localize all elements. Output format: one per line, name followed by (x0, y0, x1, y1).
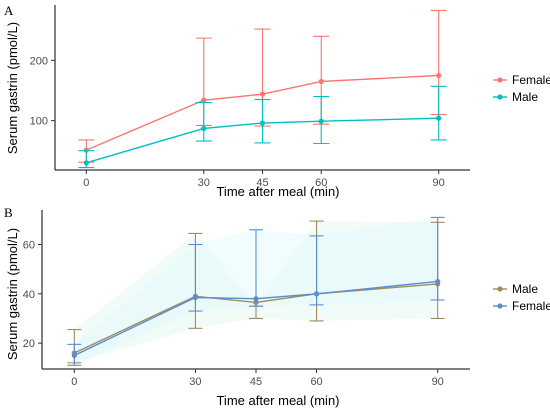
data-point-female (192, 294, 199, 301)
legend-label-female: Female (512, 299, 550, 313)
data-point-male (318, 118, 324, 124)
error-bar-male (195, 102, 212, 142)
data-point-female (201, 97, 207, 103)
error-bar-female (430, 216, 445, 301)
x-tick-label-b: 0 (71, 376, 77, 388)
x-tick-label-b: 30 (189, 376, 201, 388)
data-point-male (436, 115, 442, 121)
data-point-female (259, 91, 266, 97)
x-tick-label-a: 60 (315, 177, 327, 189)
legend-marker-female (497, 303, 503, 309)
data-point-female (71, 352, 77, 359)
legend-marker-male (497, 94, 503, 100)
plot-area-b: 0 30 45 60 90 20 40 60 (23, 210, 470, 388)
panel-label-a: A (4, 3, 14, 18)
panel-a: A Serum gastrin (pmol/L) Time after meal… (4, 3, 550, 199)
error-bar-female (249, 229, 263, 307)
data-point-male (259, 120, 266, 126)
x-tick-label-b: 60 (310, 376, 322, 388)
legend-label-female: Female (512, 73, 550, 87)
plot-area-a: 0 30 45 60 90 100 200 (30, 5, 470, 189)
x-tick-label-a: 90 (433, 177, 445, 189)
y-axis-title-a: Serum gastrin (pmol/L) (5, 22, 20, 154)
x-tick-label-a: 45 (256, 177, 268, 189)
y-tick-label-b: 20 (23, 338, 35, 350)
x-tick-label-b: 90 (432, 376, 444, 388)
x-tick-label-a: 30 (198, 177, 210, 189)
legend-marker-male (497, 286, 503, 292)
x-axis-title-b: Time after meal (min) (216, 393, 339, 408)
x-tick-label-a: 0 (83, 177, 89, 189)
data-point-female (318, 78, 324, 85)
legend-label-male: Male (512, 90, 538, 104)
data-point-male (201, 125, 207, 132)
y-tick-label-a: 200 (30, 55, 48, 67)
y-axis-title-b: Serum gastrin (pmol/L) (5, 228, 20, 360)
data-point-female (313, 291, 320, 297)
y-tick-label-a: 100 (30, 116, 48, 128)
error-bar-male (430, 85, 447, 141)
panel-b: B Serum gastrin (pmol/L) Time after meal… (4, 205, 550, 408)
data-point-female (435, 278, 441, 285)
y-tick-label-b: 40 (23, 289, 35, 301)
legend-label-male: Male (512, 282, 538, 296)
x-tick-label-b: 45 (250, 376, 262, 388)
x-axis-title-a: Time after meal (min) (216, 184, 339, 199)
legend-marker-female (497, 77, 503, 83)
data-point-female (83, 147, 89, 153)
data-point-male (83, 160, 89, 166)
legend-b: Male Female (493, 282, 550, 313)
panel-label-b: B (4, 205, 13, 220)
legend-a: Female Male (493, 73, 550, 104)
y-tick-label-b: 60 (23, 240, 35, 252)
data-point-female (436, 72, 442, 79)
data-point-female (253, 296, 259, 302)
